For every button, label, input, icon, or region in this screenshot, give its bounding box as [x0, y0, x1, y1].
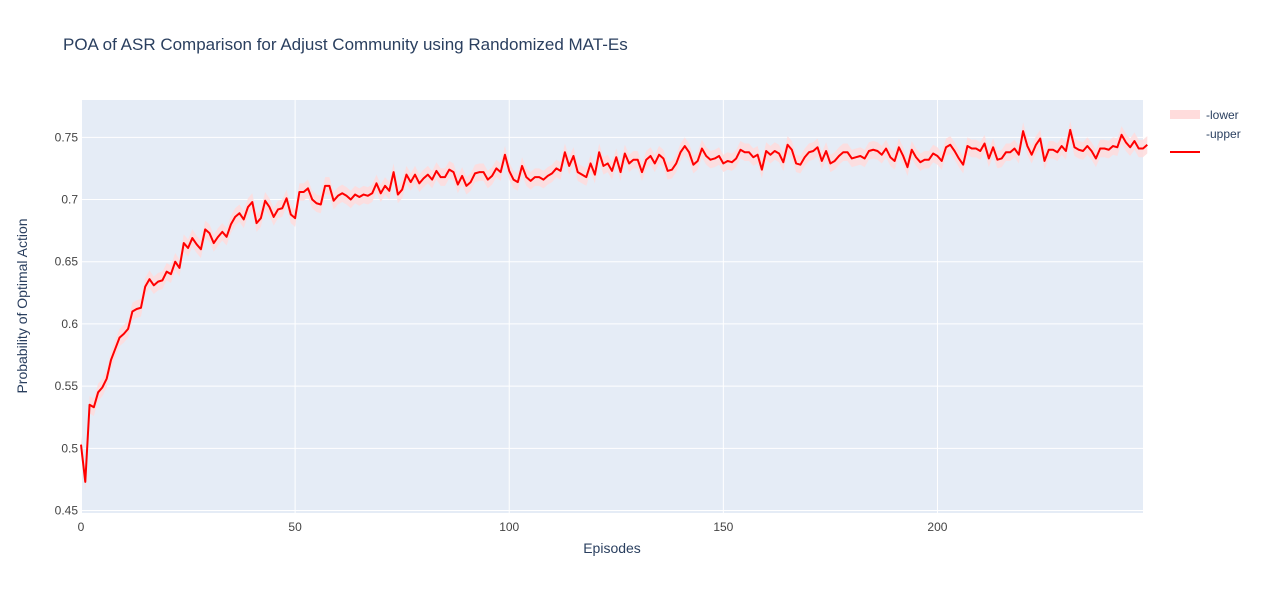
x-axis-label: Episodes — [583, 540, 641, 556]
legend-label-upper: -upper — [1206, 127, 1241, 141]
plot-area — [81, 100, 1143, 513]
y-tick-label: 0.55 — [55, 379, 79, 393]
x-tick-label: 50 — [288, 520, 302, 534]
legend-item-upper[interactable]: -upper — [1206, 127, 1241, 141]
y-tick-label: 0.45 — [55, 504, 79, 518]
series-line — [80, 128, 1148, 483]
y-tick-label: 0.6 — [61, 317, 78, 331]
legend: -lower -upper — [1170, 108, 1241, 153]
legend-item-lower[interactable]: -lower — [1170, 108, 1239, 122]
x-tick-label: 150 — [713, 520, 733, 534]
legend-label-lower: -lower — [1206, 108, 1239, 122]
y-tick-label: 0.7 — [61, 193, 78, 207]
grid-lines — [80, 100, 1143, 513]
chart-title: POA of ASR Comparison for Adjust Communi… — [63, 35, 628, 54]
x-tick-label: 200 — [927, 520, 947, 534]
y-tick-label: 0.75 — [55, 130, 79, 144]
x-axis-ticks: 0 50 100 150 200 — [78, 520, 948, 534]
y-tick-label: 0.5 — [61, 441, 78, 455]
y-tick-label: 0.65 — [55, 255, 79, 269]
y-axis-label: Probability of Optimal Action — [14, 218, 30, 393]
legend-swatch-lower — [1170, 110, 1200, 119]
x-tick-label: 0 — [78, 520, 85, 534]
x-tick-label: 100 — [499, 520, 519, 534]
series-lines — [80, 128, 1148, 483]
y-axis-ticks: 0.45 0.5 0.55 0.6 0.65 0.7 0.75 — [55, 130, 79, 517]
